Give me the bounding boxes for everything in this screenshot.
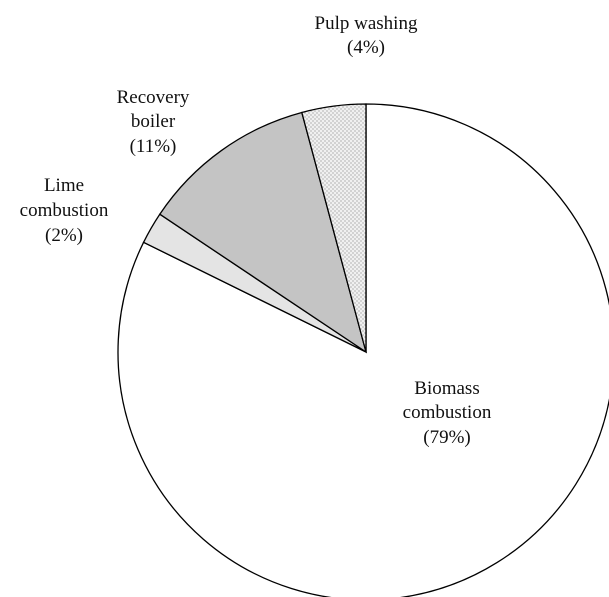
pie-slices: [117, 103, 609, 597]
slice-label-line: combustion: [20, 200, 109, 221]
slice-label-lime-combustion: Lime combustion (2%): [20, 175, 109, 246]
slice-label-biomass-combustion: Biomass combustion (79%): [403, 378, 492, 448]
slice-label-line: Lime: [44, 175, 84, 196]
slice-label-line: Biomass: [414, 378, 479, 399]
pie-slice-biomass-combustion: [117, 103, 609, 597]
slice-label-line: Pulp washing: [315, 13, 418, 34]
slice-label-recovery-boiler: Recovery boiler (11%): [117, 87, 190, 157]
slice-label-pulp-washing: Pulp washing (4%): [315, 13, 418, 58]
slice-label-line: (79%): [423, 427, 470, 448]
slice-label-line: (4%): [347, 37, 385, 58]
slice-label-line: Recovery: [117, 87, 190, 108]
pie-slice-recovery-boiler: [158, 111, 368, 354]
slice-label-line: (2%): [45, 225, 83, 246]
slice-label-line: boiler: [131, 111, 176, 132]
pie-slice-pulp-washing: [301, 103, 367, 353]
slice-label-line: combustion: [403, 402, 492, 423]
slice-label-line: (11%): [130, 136, 177, 157]
